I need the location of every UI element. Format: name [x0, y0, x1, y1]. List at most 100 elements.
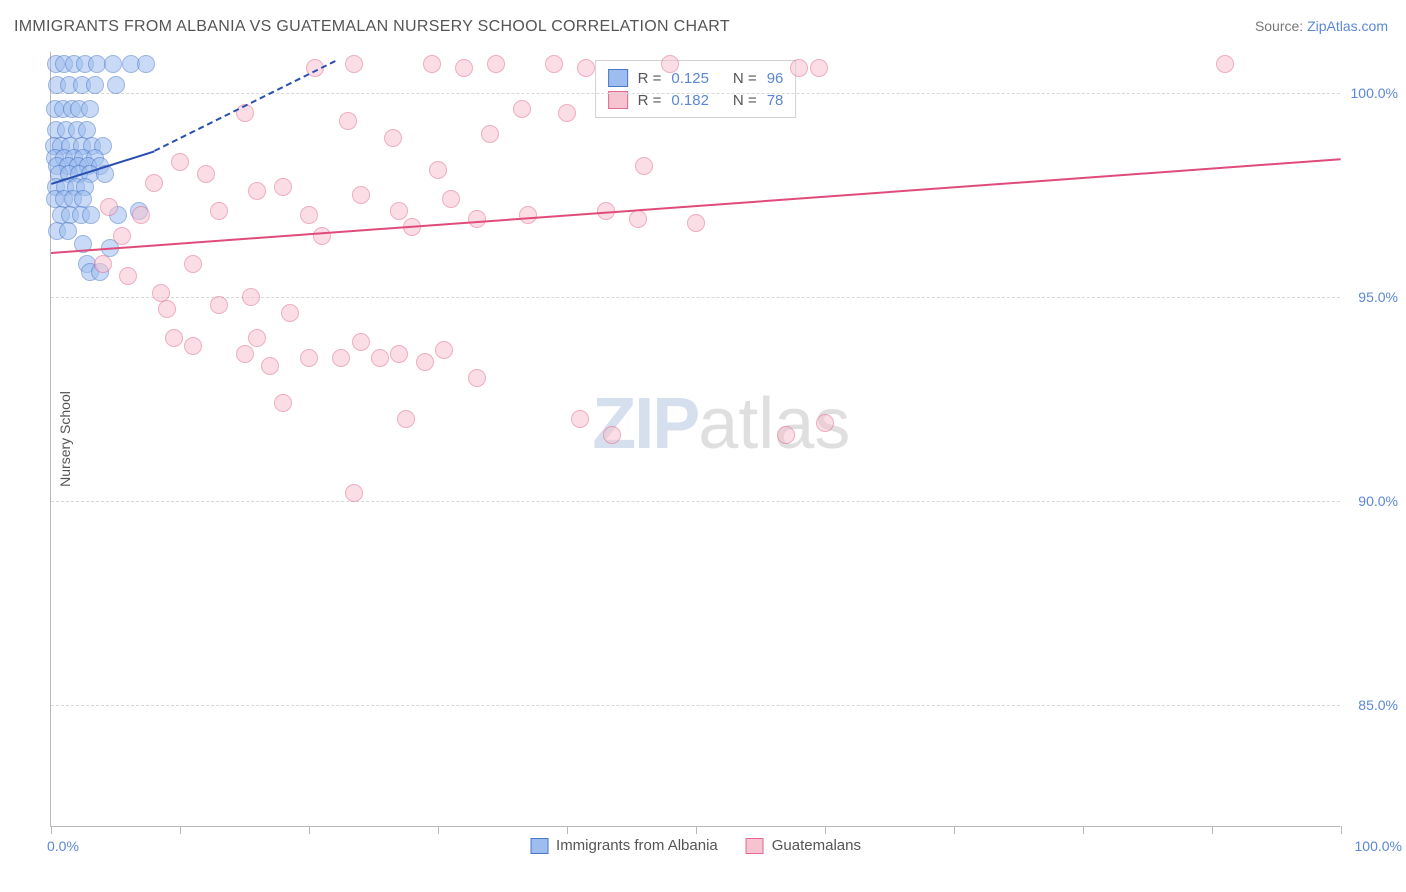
data-point: [197, 165, 215, 183]
data-point: [339, 112, 357, 130]
legend-swatch: [608, 69, 628, 87]
data-point: [545, 55, 563, 73]
data-point: [397, 410, 415, 428]
data-point: [81, 100, 99, 118]
y-tick-label: 85.0%: [1358, 697, 1398, 713]
legend-r-value: 0.125: [671, 70, 709, 87]
data-point: [687, 214, 705, 232]
series-legend: Immigrants from Albania Guatemalans: [530, 837, 861, 854]
data-point: [94, 255, 112, 273]
x-tick: [825, 826, 826, 834]
data-point: [345, 484, 363, 502]
legend-swatch: [530, 838, 548, 854]
data-point: [816, 414, 834, 432]
legend-label: Guatemalans: [772, 837, 861, 854]
correlation-legend: R = 0.125N = 96R = 0.182N = 78: [595, 60, 797, 118]
data-point: [558, 104, 576, 122]
y-axis-title: Nursery School: [57, 391, 73, 487]
data-point: [435, 341, 453, 359]
data-point: [777, 426, 795, 444]
data-point: [481, 125, 499, 143]
data-point: [274, 178, 292, 196]
y-tick-label: 90.0%: [1358, 493, 1398, 509]
legend-n-label: N =: [733, 70, 757, 87]
data-point: [416, 353, 434, 371]
data-point: [74, 190, 92, 208]
trend-line: [51, 158, 1341, 254]
data-point: [468, 369, 486, 387]
data-point: [137, 55, 155, 73]
data-point: [281, 304, 299, 322]
legend-r-label: R =: [638, 92, 662, 109]
x-axis-min-label: 0.0%: [47, 838, 79, 854]
data-point: [248, 182, 266, 200]
data-point: [352, 333, 370, 351]
data-point: [248, 329, 266, 347]
data-point: [152, 284, 170, 302]
data-point: [429, 161, 447, 179]
source-link[interactable]: ZipAtlas.com: [1307, 18, 1388, 34]
data-point: [86, 76, 104, 94]
data-point: [59, 222, 77, 240]
gridline: [51, 93, 1340, 94]
x-tick: [1341, 826, 1342, 834]
data-point: [119, 267, 137, 285]
data-point: [468, 210, 486, 228]
legend-item: Guatemalans: [746, 837, 861, 854]
x-tick: [309, 826, 310, 834]
legend-r-value: 0.182: [671, 92, 709, 109]
x-tick: [438, 826, 439, 834]
data-point: [345, 55, 363, 73]
data-point: [261, 357, 279, 375]
data-point: [132, 206, 150, 224]
legend-label: Immigrants from Albania: [556, 837, 718, 854]
data-point: [242, 288, 260, 306]
data-point: [603, 426, 621, 444]
data-point: [145, 174, 163, 192]
data-point: [332, 349, 350, 367]
x-tick: [1083, 826, 1084, 834]
x-tick: [180, 826, 181, 834]
data-point: [107, 76, 125, 94]
watermark: ZIPatlas: [592, 383, 850, 465]
data-point: [487, 55, 505, 73]
data-point: [210, 296, 228, 314]
data-point: [371, 349, 389, 367]
data-point: [571, 410, 589, 428]
data-point: [184, 255, 202, 273]
legend-item: Immigrants from Albania: [530, 837, 718, 854]
data-point: [442, 190, 460, 208]
data-point: [300, 349, 318, 367]
data-point: [661, 55, 679, 73]
data-point: [513, 100, 531, 118]
data-point: [629, 210, 647, 228]
data-point: [1216, 55, 1234, 73]
data-point: [384, 129, 402, 147]
data-point: [158, 300, 176, 318]
gridline: [51, 501, 1340, 502]
data-point: [184, 337, 202, 355]
legend-n-label: N =: [733, 92, 757, 109]
scatter-plot: Nursery School ZIPatlas R = 0.125N = 96R…: [50, 52, 1340, 827]
data-point: [104, 55, 122, 73]
data-point: [577, 59, 595, 77]
gridline: [51, 705, 1340, 706]
data-point: [390, 202, 408, 220]
data-point: [78, 121, 96, 139]
legend-swatch: [746, 838, 764, 854]
x-tick: [1212, 826, 1213, 834]
data-point: [113, 227, 131, 245]
data-point: [165, 329, 183, 347]
data-point: [236, 345, 254, 363]
source-attribution: Source: ZipAtlas.com: [1255, 18, 1388, 34]
data-point: [300, 206, 318, 224]
watermark-zip: ZIP: [592, 384, 698, 464]
y-tick-label: 100.0%: [1351, 85, 1398, 101]
x-tick: [567, 826, 568, 834]
data-point: [423, 55, 441, 73]
legend-row: R = 0.125N = 96: [608, 67, 784, 89]
data-point: [274, 394, 292, 412]
data-point: [210, 202, 228, 220]
x-axis-max-label: 100.0%: [1355, 838, 1402, 854]
data-point: [810, 59, 828, 77]
